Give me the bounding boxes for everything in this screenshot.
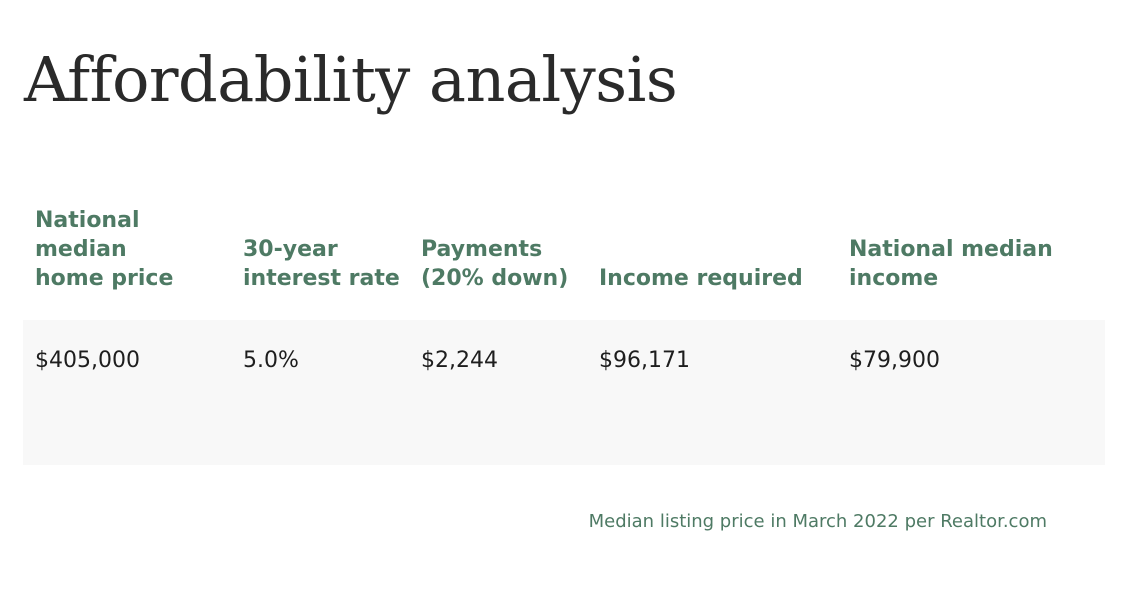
header-line: home price (35, 266, 174, 291)
header-line: 30-year (243, 237, 338, 262)
table-header-row: National median home price 30-year inter… (23, 200, 1105, 320)
header-national-median-income: National median income (849, 235, 1089, 293)
header-national-median-home-price: National median home price (35, 206, 220, 293)
cell-interest-rate: 5.0% (243, 348, 299, 373)
header-income-required: Income required (599, 264, 829, 293)
cell-income-required: $96,171 (599, 348, 690, 373)
header-line: Income required (599, 266, 803, 291)
page-title: Affordability analysis (24, 43, 678, 116)
header-line: National median (849, 237, 1053, 262)
header-line: median (35, 237, 127, 262)
header-interest-rate: 30-year interest rate (243, 235, 408, 293)
footnote: Median listing price in March 2022 per R… (588, 511, 1047, 532)
affordability-table: National median home price 30-year inter… (23, 200, 1105, 465)
table-row: $405,000 5.0% $2,244 $96,171 $79,900 (23, 320, 1105, 465)
cell-median-income: $79,900 (849, 348, 940, 373)
header-line: Payments (421, 237, 543, 262)
header-line: income (849, 266, 939, 291)
header-payments: Payments (20% down) (421, 235, 586, 293)
cell-home-price: $405,000 (35, 348, 140, 373)
header-line: National (35, 208, 140, 233)
header-line: (20% down) (421, 266, 569, 291)
cell-payments: $2,244 (421, 348, 498, 373)
header-line: interest rate (243, 266, 400, 291)
